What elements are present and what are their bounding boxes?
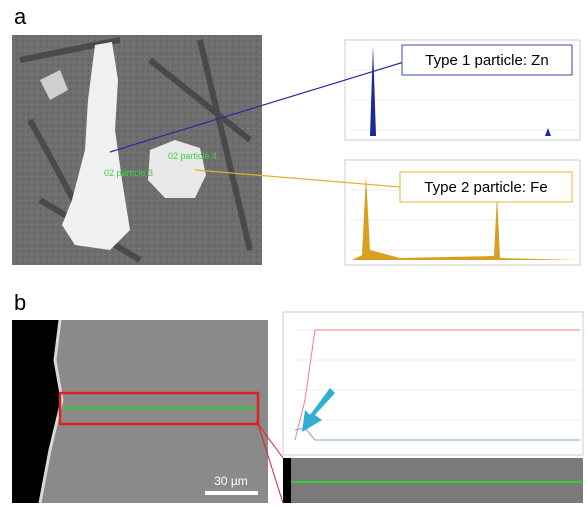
- figure: a 02 particle 4 02 particle 3 Type 1 par…: [0, 0, 587, 506]
- line-profile: [283, 312, 583, 455]
- panel-label: a: [14, 4, 27, 29]
- particle-label: 02 particle 3: [104, 168, 153, 178]
- panel-label: b: [14, 290, 26, 315]
- sem-image-a: [12, 35, 262, 265]
- callout-text: Type 1 particle: Zn: [425, 52, 548, 69]
- callout-text: Type 2 particle: Fe: [424, 179, 547, 196]
- particle-label: 02 particle 4: [168, 151, 217, 161]
- scale-bar-label: 30 µm: [214, 474, 248, 488]
- zoom-strip: [283, 458, 583, 503]
